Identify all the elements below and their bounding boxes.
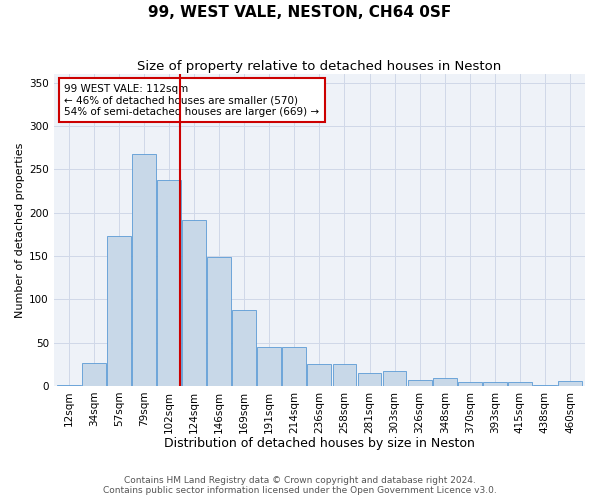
Bar [283, 347, 306, 386]
Bar [433, 378, 457, 386]
Bar [332, 364, 356, 386]
Y-axis label: Number of detached properties: Number of detached properties [15, 142, 25, 318]
Bar [257, 347, 281, 386]
Title: Size of property relative to detached houses in Neston: Size of property relative to detached ho… [137, 60, 502, 73]
Bar [408, 380, 431, 386]
Text: 99 WEST VALE: 112sqm
← 46% of detached houses are smaller (570)
54% of semi-deta: 99 WEST VALE: 112sqm ← 46% of detached h… [64, 84, 320, 116]
Text: 99, WEST VALE, NESTON, CH64 0SF: 99, WEST VALE, NESTON, CH64 0SF [148, 5, 452, 20]
Bar [207, 257, 231, 386]
Bar [508, 382, 532, 386]
Bar [182, 220, 206, 386]
Bar [107, 236, 131, 386]
Bar [132, 154, 156, 386]
Bar [57, 385, 81, 386]
Bar [307, 364, 331, 386]
Bar [383, 371, 406, 386]
Text: Contains HM Land Registry data © Crown copyright and database right 2024.
Contai: Contains HM Land Registry data © Crown c… [103, 476, 497, 495]
Bar [483, 382, 506, 386]
Bar [533, 385, 557, 386]
X-axis label: Distribution of detached houses by size in Neston: Distribution of detached houses by size … [164, 437, 475, 450]
Bar [458, 382, 482, 386]
Bar [157, 180, 181, 386]
Bar [358, 373, 382, 386]
Bar [558, 380, 582, 386]
Bar [232, 310, 256, 386]
Bar [82, 364, 106, 386]
